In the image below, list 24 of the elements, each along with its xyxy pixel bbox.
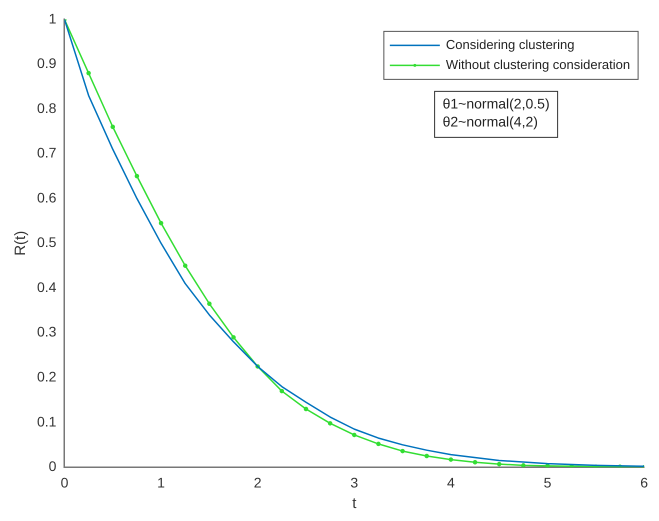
y-tick-label: 0.8 [36, 100, 57, 116]
y-tick-label: 0.7 [36, 144, 57, 161]
y-tick-label: 0.1 [36, 413, 57, 430]
y-tick-label: 0.9 [36, 55, 57, 72]
x-tick-label: 2 [254, 474, 262, 490]
x-tick-label: 6 [640, 474, 648, 490]
y-tick-label: 0.6 [36, 189, 57, 206]
x-tick-label: 0 [60, 474, 69, 490]
annotation: θ2~normal(4,2) [442, 113, 538, 130]
x-axis-title: t [352, 495, 358, 512]
legend-label: Considering clustering [446, 36, 574, 52]
x-tick-label: 5 [544, 474, 552, 490]
x-tick-label: 4 [446, 474, 455, 490]
y-tick-label: 0.5 [36, 234, 57, 250]
y-tick-label: 0.4 [36, 278, 57, 295]
y-tick-label: 0.3 [36, 324, 57, 340]
x-tick-label: 1 [157, 474, 166, 490]
y-tick-label: 1 [48, 10, 57, 26]
legend-label: Without clustering consideration [446, 56, 630, 72]
y-tick-label: 0 [48, 458, 57, 474]
y-axis-title: R(t) [12, 230, 30, 256]
y-tick-label: 0.2 [36, 368, 57, 384]
annotation: θ1~normal(2,0.5) [442, 95, 550, 112]
x-tick-label: 3 [350, 474, 358, 490]
